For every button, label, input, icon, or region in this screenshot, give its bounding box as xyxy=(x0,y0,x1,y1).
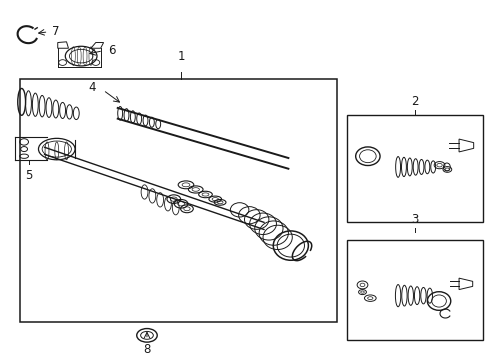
Text: 4: 4 xyxy=(88,81,96,94)
Text: 2: 2 xyxy=(410,95,418,108)
Bar xyxy=(20,79,336,323)
Text: 5: 5 xyxy=(25,169,33,182)
Text: 8: 8 xyxy=(143,343,150,356)
Text: 7: 7 xyxy=(52,25,59,38)
Text: 3: 3 xyxy=(410,213,418,226)
Text: 1: 1 xyxy=(177,50,184,63)
Bar xyxy=(346,240,483,340)
Bar xyxy=(346,115,483,222)
Text: 6: 6 xyxy=(108,44,115,57)
